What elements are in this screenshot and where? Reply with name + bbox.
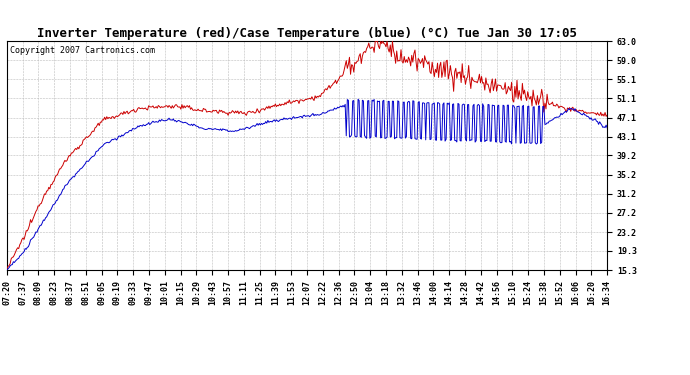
Title: Inverter Temperature (red)/Case Temperature (blue) (°C) Tue Jan 30 17:05: Inverter Temperature (red)/Case Temperat… (37, 27, 577, 40)
Text: Copyright 2007 Cartronics.com: Copyright 2007 Cartronics.com (10, 46, 155, 55)
